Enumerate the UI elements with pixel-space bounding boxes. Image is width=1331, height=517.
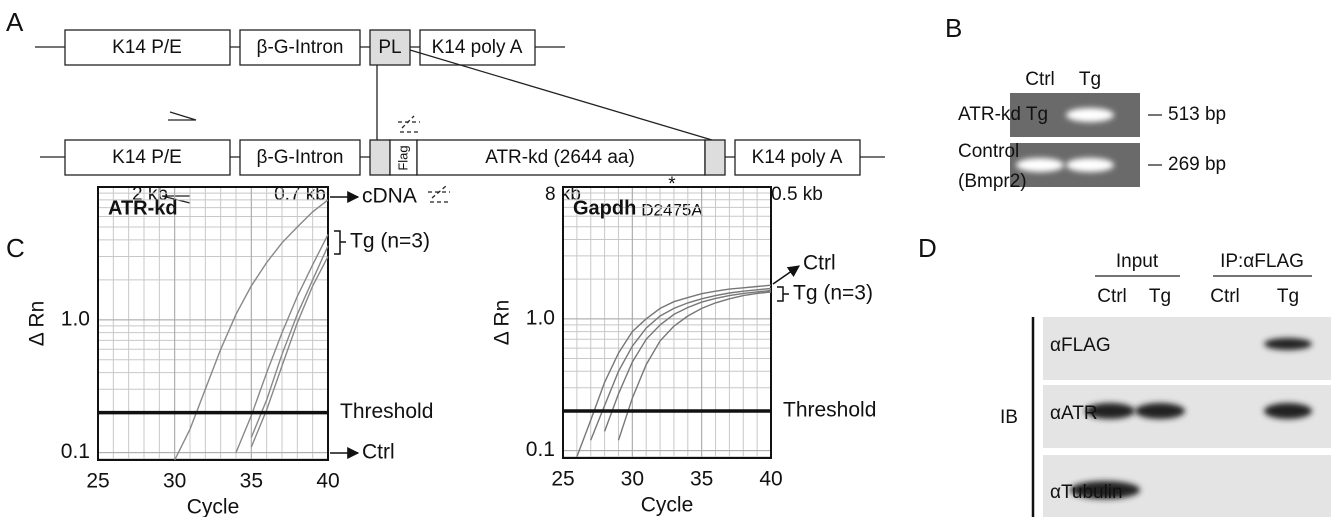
panel-label: C xyxy=(6,233,25,263)
primer-arrow xyxy=(398,116,420,132)
element-label: PL xyxy=(378,37,401,58)
threshold-label: Threshold xyxy=(783,399,876,422)
x-tick-label: 35 xyxy=(690,468,713,491)
y-tick-label: 0.1 xyxy=(526,438,555,461)
annotation: Ctrl xyxy=(803,252,836,275)
lane-label: Tg xyxy=(1079,69,1101,90)
annotation-bracket xyxy=(777,287,789,301)
plot-frame xyxy=(563,187,771,458)
gel-band xyxy=(1066,158,1114,172)
element-label: β-G-Intron xyxy=(257,37,344,58)
chart-title: Gapdh xyxy=(573,197,636,219)
panel-label: B xyxy=(945,13,962,43)
y-axis-label: Δ Rn xyxy=(491,300,514,346)
primer-arrow xyxy=(168,112,196,120)
element-label: Flag xyxy=(395,145,410,170)
element-label: K14 poly A xyxy=(432,37,523,58)
y-tick-label: 1.0 xyxy=(526,306,555,329)
blot-band xyxy=(1135,403,1185,419)
method-label: IB xyxy=(1000,407,1018,428)
element-label: K14 poly A xyxy=(752,147,843,168)
size-label: 269 bp xyxy=(1168,154,1226,175)
x-tick-label: 40 xyxy=(759,468,782,491)
threshold-label: Threshold xyxy=(340,400,433,423)
element-label: ATR-kd (2644 aa) xyxy=(485,147,635,168)
x-tick-label: 25 xyxy=(86,470,109,493)
genotyping-gel: Ctrl Tg ATR-kd Tg Control (Bmpr2) 513 bp… xyxy=(958,69,1226,192)
lane-label: Ctrl xyxy=(1210,286,1240,307)
primer-arrow xyxy=(428,186,450,202)
x-tick-label: 25 xyxy=(551,468,574,491)
gel-band xyxy=(1066,108,1114,122)
row-label: ATR-kd Tg xyxy=(958,104,1048,125)
antibody-label: αATR xyxy=(1050,403,1098,424)
annotation: Tg (n=3) xyxy=(350,230,430,253)
figure: A B C D K14 P/E β-G-Intron PL K14 poly A… xyxy=(0,0,1331,517)
blot-band xyxy=(1264,338,1312,350)
annotation-bracket xyxy=(334,231,346,254)
size-label: 0.5 kb xyxy=(771,184,823,205)
element-label: β-G-Intron xyxy=(257,147,344,168)
x-tick-label: 30 xyxy=(163,470,186,493)
annotation: Tg (n=3) xyxy=(793,282,873,305)
data-line xyxy=(251,246,328,438)
data-line xyxy=(251,256,328,447)
x-axis-label: Cycle xyxy=(641,494,694,517)
element-box xyxy=(705,140,725,175)
antibody-label: αFLAG xyxy=(1050,335,1111,356)
element-label: K14 P/E xyxy=(112,37,182,58)
size-tick xyxy=(1148,115,1162,165)
antibody-label: αTubulin xyxy=(1050,482,1123,503)
x-tick-label: 35 xyxy=(240,470,263,493)
mutation-marker: * xyxy=(668,174,676,195)
chart: 25 30 35 40 0.1 1.0 ATR-kd Δ Rn Cycle Threshold cD… xyxy=(26,185,434,517)
chart-title: ATR-kd xyxy=(108,197,178,219)
gel-band xyxy=(1016,158,1064,172)
panel-label: A xyxy=(6,7,24,37)
y-tick-label: 1.0 xyxy=(61,307,90,330)
lane-label: Ctrl xyxy=(1097,286,1127,307)
y-tick-label: 0.1 xyxy=(61,440,90,463)
blot-band xyxy=(1264,403,1312,419)
group-label: IP:αFLAG xyxy=(1220,251,1304,272)
group-label: Input xyxy=(1116,251,1159,272)
western-blot: Input IP:αFLAG Ctrl Tg Ctrl Tg IB αFLAG … xyxy=(1000,251,1331,517)
lane-label: Tg xyxy=(1149,286,1171,307)
x-tick-label: 40 xyxy=(316,470,339,493)
size-label: 513 bp xyxy=(1168,104,1226,125)
element-label: K14 P/E xyxy=(112,147,182,168)
x-axis-label: Cycle xyxy=(187,496,240,517)
element-box xyxy=(370,140,390,175)
annotation: Ctrl xyxy=(362,441,395,464)
chart: 25 30 35 40 0.1 1.0 Gapdh Δ Rn Cycle Threshold Ctr… xyxy=(491,187,877,517)
data-line xyxy=(619,292,772,440)
annotation: cDNA xyxy=(362,185,417,208)
x-tick-label: 30 xyxy=(621,468,644,491)
panel-label: D xyxy=(918,233,937,263)
row-label: (Bmpr2) xyxy=(958,171,1027,192)
lane-label: Ctrl xyxy=(1025,69,1055,90)
lane-label: Tg xyxy=(1277,286,1299,307)
row-label: Control xyxy=(958,141,1019,162)
y-axis-label: Δ Rn xyxy=(26,301,49,347)
